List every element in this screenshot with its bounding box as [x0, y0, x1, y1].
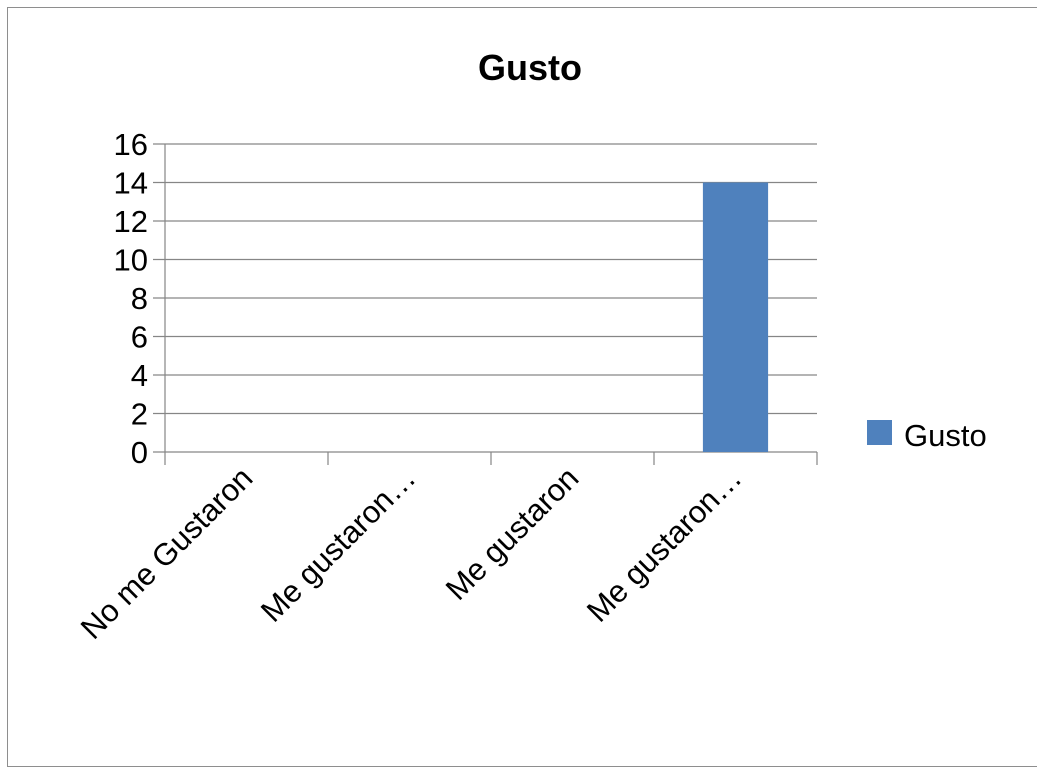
legend: Gusto	[867, 418, 987, 453]
y-tick-label: 12	[114, 204, 148, 239]
bars	[702, 182, 769, 452]
x-tick-label: Me gustaron	[439, 460, 586, 607]
y-tick-label: 8	[131, 281, 148, 316]
legend-swatch	[867, 420, 892, 445]
y-tick-label: 4	[131, 358, 148, 393]
x-tick-label: Me gustaron…	[580, 460, 749, 629]
chart-title: Gusto	[478, 47, 582, 88]
y-tick-label: 0	[131, 435, 148, 470]
y-tick-label: 6	[131, 320, 148, 355]
x-tick-label: Me gustaron…	[254, 460, 423, 629]
y-tick-label: 16	[114, 127, 148, 162]
y-tick-label: 14	[114, 166, 148, 201]
legend-label: Gusto	[904, 418, 987, 453]
chart-frame	[7, 7, 1037, 767]
axes	[164, 144, 818, 465]
x-tick-label: No me Gustaron	[74, 460, 260, 646]
bar-3	[702, 182, 769, 452]
y-tick-label: 10	[114, 243, 148, 278]
y-tick-label: 2	[131, 397, 148, 432]
